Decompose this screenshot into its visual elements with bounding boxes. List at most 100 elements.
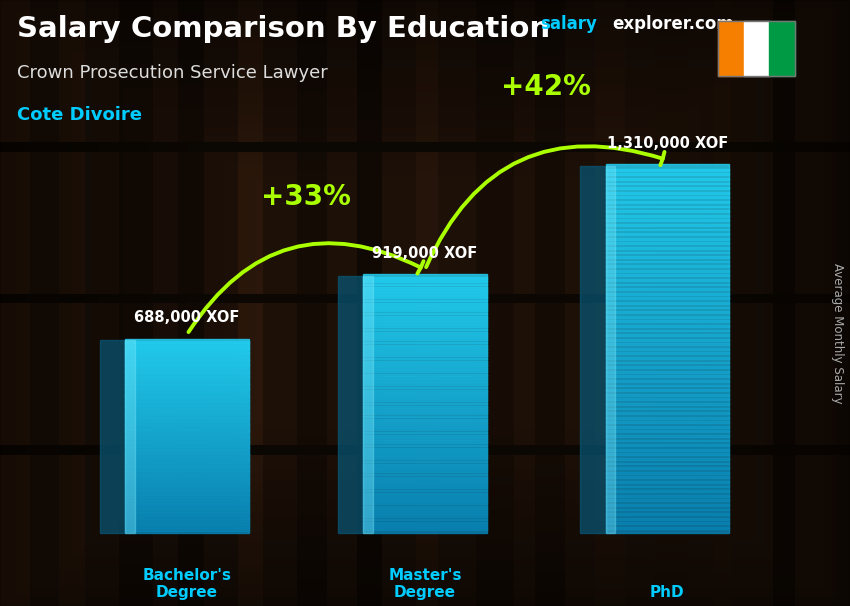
FancyBboxPatch shape xyxy=(363,496,486,501)
FancyBboxPatch shape xyxy=(126,384,248,388)
FancyBboxPatch shape xyxy=(363,490,486,494)
FancyBboxPatch shape xyxy=(126,519,248,524)
FancyBboxPatch shape xyxy=(126,341,248,345)
FancyBboxPatch shape xyxy=(363,493,486,498)
FancyBboxPatch shape xyxy=(363,374,486,379)
FancyBboxPatch shape xyxy=(126,356,248,360)
FancyBboxPatch shape xyxy=(363,361,486,366)
FancyBboxPatch shape xyxy=(126,413,248,418)
FancyBboxPatch shape xyxy=(363,402,486,408)
FancyBboxPatch shape xyxy=(769,21,795,76)
FancyBboxPatch shape xyxy=(126,529,248,533)
FancyBboxPatch shape xyxy=(605,421,728,428)
FancyBboxPatch shape xyxy=(126,404,248,408)
FancyBboxPatch shape xyxy=(363,332,486,337)
FancyBboxPatch shape xyxy=(605,166,615,533)
FancyBboxPatch shape xyxy=(605,307,728,313)
Text: 688,000 XOF: 688,000 XOF xyxy=(134,310,240,325)
FancyBboxPatch shape xyxy=(126,524,248,528)
FancyBboxPatch shape xyxy=(363,284,486,288)
FancyBboxPatch shape xyxy=(605,371,728,378)
FancyBboxPatch shape xyxy=(363,342,486,347)
FancyBboxPatch shape xyxy=(126,505,248,509)
FancyBboxPatch shape xyxy=(126,372,248,376)
FancyBboxPatch shape xyxy=(126,399,248,403)
FancyBboxPatch shape xyxy=(363,467,486,472)
FancyBboxPatch shape xyxy=(363,274,486,279)
FancyBboxPatch shape xyxy=(363,458,486,462)
FancyBboxPatch shape xyxy=(363,519,486,524)
FancyBboxPatch shape xyxy=(605,481,728,487)
FancyBboxPatch shape xyxy=(605,210,728,216)
FancyBboxPatch shape xyxy=(718,21,744,76)
FancyBboxPatch shape xyxy=(363,296,486,301)
FancyBboxPatch shape xyxy=(126,344,248,348)
FancyBboxPatch shape xyxy=(126,474,248,478)
FancyBboxPatch shape xyxy=(605,376,728,382)
FancyBboxPatch shape xyxy=(605,279,728,285)
FancyBboxPatch shape xyxy=(126,498,248,502)
FancyBboxPatch shape xyxy=(605,302,728,308)
FancyBboxPatch shape xyxy=(605,298,728,304)
FancyBboxPatch shape xyxy=(126,512,248,516)
FancyBboxPatch shape xyxy=(605,311,728,318)
FancyBboxPatch shape xyxy=(363,390,486,395)
FancyBboxPatch shape xyxy=(605,164,728,171)
FancyBboxPatch shape xyxy=(363,435,486,440)
Text: 1,310,000 XOF: 1,310,000 XOF xyxy=(607,136,728,151)
FancyBboxPatch shape xyxy=(605,173,728,180)
FancyBboxPatch shape xyxy=(605,408,728,414)
FancyBboxPatch shape xyxy=(363,470,486,475)
FancyBboxPatch shape xyxy=(605,293,728,299)
FancyBboxPatch shape xyxy=(363,512,486,517)
FancyBboxPatch shape xyxy=(605,238,728,244)
FancyBboxPatch shape xyxy=(363,348,486,353)
FancyBboxPatch shape xyxy=(605,228,728,235)
FancyBboxPatch shape xyxy=(605,261,728,267)
FancyBboxPatch shape xyxy=(363,335,486,340)
FancyBboxPatch shape xyxy=(126,510,248,514)
FancyBboxPatch shape xyxy=(363,477,486,482)
FancyBboxPatch shape xyxy=(605,527,728,533)
FancyBboxPatch shape xyxy=(605,321,728,327)
FancyBboxPatch shape xyxy=(605,265,728,271)
FancyBboxPatch shape xyxy=(605,215,728,221)
FancyBboxPatch shape xyxy=(744,21,769,76)
FancyBboxPatch shape xyxy=(605,417,728,423)
FancyBboxPatch shape xyxy=(126,365,248,370)
FancyBboxPatch shape xyxy=(126,396,248,401)
FancyBboxPatch shape xyxy=(126,483,248,487)
FancyBboxPatch shape xyxy=(126,363,248,367)
FancyBboxPatch shape xyxy=(363,377,486,382)
FancyBboxPatch shape xyxy=(605,182,728,189)
FancyBboxPatch shape xyxy=(363,367,486,372)
FancyBboxPatch shape xyxy=(126,339,248,343)
FancyBboxPatch shape xyxy=(363,480,486,485)
Text: Cote Divoire: Cote Divoire xyxy=(17,106,142,124)
FancyBboxPatch shape xyxy=(126,433,248,437)
FancyBboxPatch shape xyxy=(363,380,486,385)
FancyBboxPatch shape xyxy=(126,416,248,420)
FancyBboxPatch shape xyxy=(363,454,486,459)
FancyBboxPatch shape xyxy=(126,411,248,415)
FancyBboxPatch shape xyxy=(126,440,248,444)
FancyBboxPatch shape xyxy=(605,275,728,281)
FancyBboxPatch shape xyxy=(605,476,728,483)
FancyBboxPatch shape xyxy=(605,453,728,460)
FancyBboxPatch shape xyxy=(363,396,486,401)
FancyBboxPatch shape xyxy=(126,485,248,490)
FancyBboxPatch shape xyxy=(363,422,486,427)
FancyBboxPatch shape xyxy=(126,438,248,442)
FancyBboxPatch shape xyxy=(363,293,486,298)
FancyBboxPatch shape xyxy=(126,476,248,480)
FancyBboxPatch shape xyxy=(126,517,248,521)
FancyBboxPatch shape xyxy=(126,500,248,504)
FancyBboxPatch shape xyxy=(363,399,486,404)
FancyBboxPatch shape xyxy=(605,169,728,175)
FancyBboxPatch shape xyxy=(126,428,248,432)
FancyBboxPatch shape xyxy=(363,416,486,421)
FancyBboxPatch shape xyxy=(126,471,248,476)
FancyBboxPatch shape xyxy=(605,224,728,230)
FancyBboxPatch shape xyxy=(363,522,486,527)
FancyBboxPatch shape xyxy=(605,485,728,492)
